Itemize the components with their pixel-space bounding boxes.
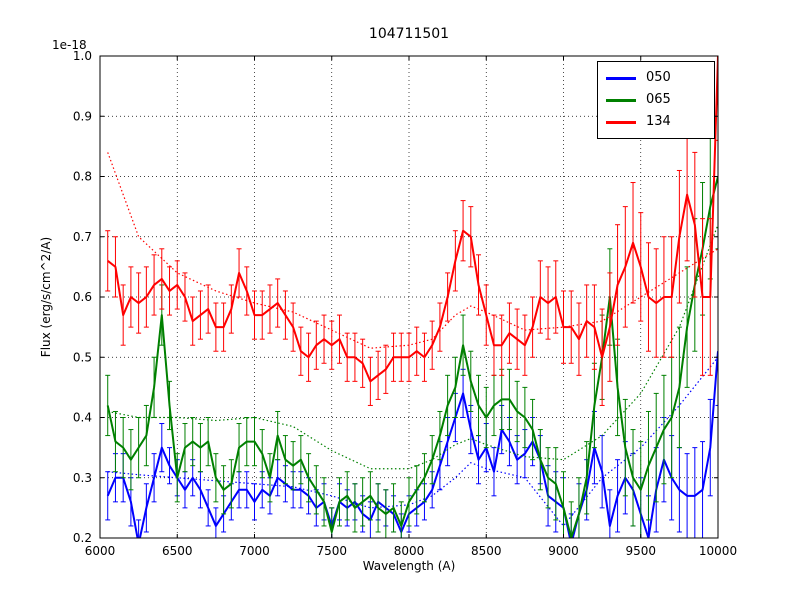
svg-text:0.4: 0.4 (73, 411, 92, 425)
svg-text:0.5: 0.5 (73, 350, 92, 364)
y-axis-offset-label: 1e-18 (52, 38, 87, 52)
svg-text:0.2: 0.2 (73, 531, 92, 545)
svg-text:9500: 9500 (625, 544, 656, 558)
svg-text:0.7: 0.7 (73, 230, 92, 244)
spectrum-line-134 (107, 56, 718, 383)
series-layer (105, 56, 718, 538)
legend-item-134: 134 (606, 111, 706, 133)
legend-label: 050 (646, 70, 671, 85)
tick-labels: 6000 6500 7000 7500 8000 8500 9000 9500 10000 0.2… (73, 49, 737, 558)
svg-text:0.8: 0.8 (73, 170, 92, 184)
svg-text:1.0: 1.0 (73, 49, 92, 63)
template-line-134 (107, 152, 718, 349)
legend: 050 065 134 (597, 61, 715, 139)
x-axis-label: Wavelength (A) (362, 559, 456, 573)
legend-item-065: 065 (606, 89, 706, 111)
svg-text:6000: 6000 (85, 544, 116, 558)
svg-text:0.6: 0.6 (73, 290, 92, 304)
plot-title: 104711501 (368, 26, 450, 42)
svg-text:6500: 6500 (162, 544, 193, 558)
spectrum-line-065 (106, 176, 718, 538)
template-line-065 (107, 224, 718, 470)
legend-line-sample-blue (606, 76, 636, 80)
axes-frame (99, 55, 719, 539)
svg-text:7000: 7000 (239, 544, 270, 558)
svg-text:0.3: 0.3 (73, 471, 92, 485)
svg-text:8500: 8500 (471, 544, 502, 558)
svg-text:9000: 9000 (548, 544, 579, 558)
spectrum-line-050 (106, 351, 718, 538)
legend-label: 134 (646, 114, 671, 129)
legend-line-sample-green (606, 98, 636, 102)
svg-text:7500: 7500 (316, 544, 347, 558)
y-axis-label: Flux (erg/s/cm^2/A) (39, 236, 53, 358)
svg-text:8000: 8000 (394, 544, 425, 558)
svg-text:0.9: 0.9 (73, 109, 92, 123)
legend-label: 065 (646, 92, 671, 107)
legend-item-050: 050 (606, 67, 706, 89)
svg-text:10000: 10000 (699, 544, 737, 558)
legend-line-sample-red (606, 120, 636, 124)
